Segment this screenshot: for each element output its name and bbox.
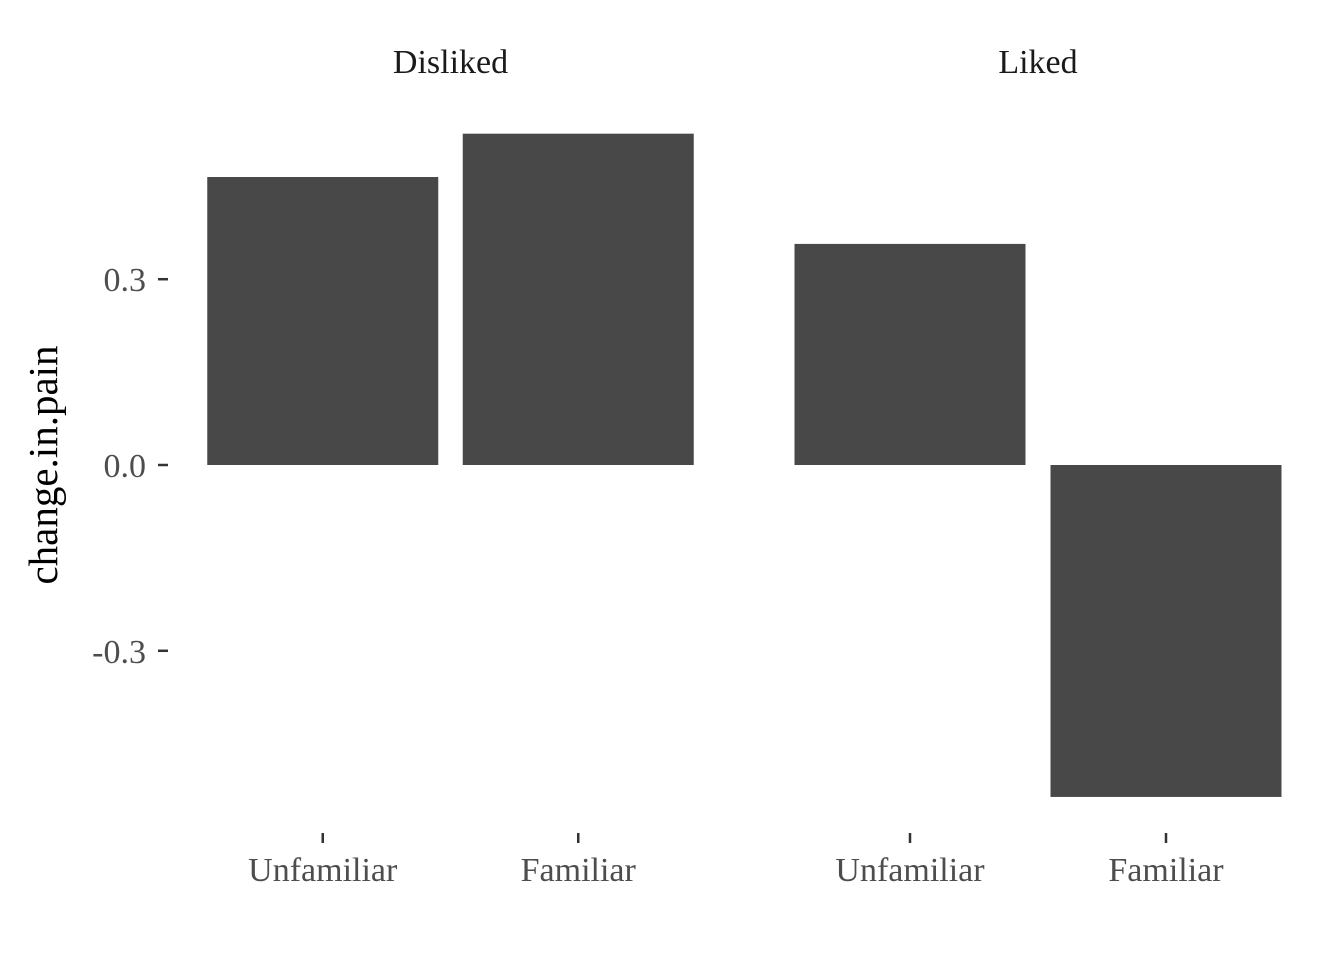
bar <box>1050 465 1282 797</box>
x-tick-label: Unfamiliar <box>248 852 398 889</box>
bar <box>462 133 694 465</box>
facet-panels: Disliked Unfamiliar Familiar Liked Unfamilia… <box>207 44 1282 889</box>
y-axis-title: change.in.pain <box>20 345 66 584</box>
x-tick-label: Familiar <box>1108 852 1224 889</box>
facet-label: Disliked <box>393 44 508 81</box>
bar <box>207 177 439 466</box>
bar <box>794 243 1026 465</box>
y-tick-label: 0.0 <box>104 448 147 485</box>
facet-panel-liked: Liked Unfamiliar Familiar <box>794 44 1282 889</box>
facet-label: Liked <box>998 44 1077 81</box>
x-tick-label: Unfamiliar <box>835 852 985 889</box>
y-tick-label: -0.3 <box>92 634 146 671</box>
x-tick-label: Familiar <box>521 852 637 889</box>
facet-panel-disliked: Disliked Unfamiliar Familiar <box>207 44 694 889</box>
y-axis: -0.3 0.0 0.3 <box>92 262 168 671</box>
y-tick-label: 0.3 <box>104 262 147 299</box>
